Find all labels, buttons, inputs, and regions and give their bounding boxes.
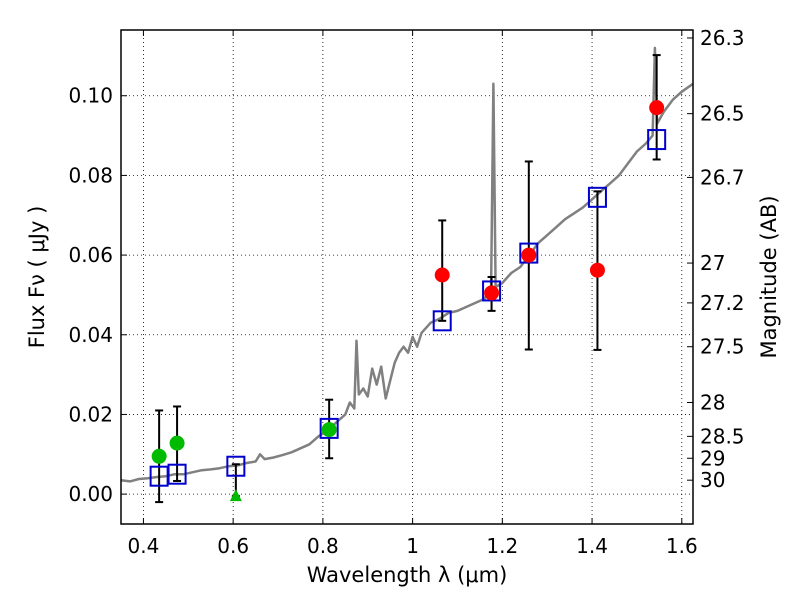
y2-tick-label: 27.5 (700, 335, 745, 359)
y-tick-label: 0.00 (68, 482, 113, 506)
data-markers-layer (149, 100, 667, 502)
tick-labels-layer: 0.4 0.6 0.8 1 1.2 1.4 1.6 0.00 0.02 0.04 0.06 0.08 0… (68, 26, 744, 558)
model-square-marker (226, 455, 246, 477)
x-tick-label: 1.6 (666, 534, 698, 558)
ticks-layer (121, 30, 693, 524)
y-tick-label: 0.02 (68, 402, 113, 426)
nir_photometry-point (649, 100, 665, 116)
y2-axis-title: Magnitude (AB) (757, 195, 781, 358)
model-square-marker (587, 186, 607, 208)
optical_photometry-point (151, 448, 167, 464)
x-tick-label: 1.4 (576, 534, 608, 558)
y2-tick-label: 28.5 (700, 424, 745, 448)
y-axis-title: Flux Fν ( μJy ) (25, 206, 49, 349)
y2-tick-label: 26.3 (700, 26, 745, 50)
y2-tick-label: 30 (700, 468, 725, 492)
upper-limit-triangle (229, 489, 242, 502)
y-tick-label: 0.08 (68, 163, 113, 187)
x-tick-label: 1.2 (486, 534, 518, 558)
x-tick-label: 0.8 (307, 534, 339, 558)
x-tick-label: 0.6 (217, 534, 249, 558)
model-square-marker (519, 242, 539, 264)
plot-frame (120, 29, 694, 525)
y-tick-label: 0.04 (68, 323, 113, 347)
error-bars-layer (155, 54, 661, 504)
model-square-marker (167, 463, 187, 485)
y2-tick-label: 26.7 (700, 165, 745, 189)
model-spectrum-layer (120, 46, 694, 483)
optical_photometry-point (169, 435, 185, 451)
x-axis-title: Wavelength λ (μm) (307, 563, 508, 587)
optical_photometry-point (321, 422, 337, 438)
model-square-marker (432, 310, 452, 332)
y2-tick-label: 28 (700, 390, 725, 414)
grid-layer (121, 30, 693, 524)
x-tick-label: 1 (406, 534, 419, 558)
nir_photometry-point (589, 262, 605, 278)
nir_photometry-point (484, 285, 500, 301)
nir_photometry-point (434, 267, 450, 283)
model-square-marker (647, 129, 667, 151)
y2-tick-label: 26.5 (700, 102, 745, 126)
y2-tick-label: 27.2 (700, 291, 745, 315)
nir_photometry-point (521, 247, 537, 263)
model-spectrum-line (120, 46, 694, 483)
y-tick-label: 0.06 (68, 243, 113, 267)
y2-tick-label: 29 (700, 446, 725, 470)
model-square-marker (319, 417, 339, 439)
y2-tick-label: 27 (700, 251, 725, 275)
y-tick-label: 0.10 (68, 84, 113, 108)
model-square-marker (482, 280, 502, 302)
x-tick-label: 0.4 (128, 534, 160, 558)
